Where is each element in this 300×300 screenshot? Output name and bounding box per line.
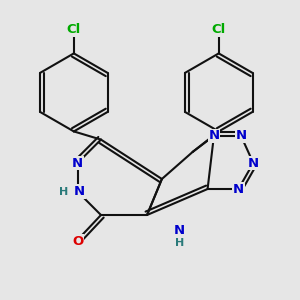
Text: Cl: Cl — [67, 23, 81, 36]
Text: Cl: Cl — [212, 23, 226, 36]
Text: N: N — [72, 157, 83, 169]
Text: N: N — [174, 224, 185, 237]
Text: N: N — [74, 185, 85, 198]
Text: N: N — [236, 129, 247, 142]
Text: N: N — [248, 157, 259, 169]
Text: N: N — [233, 182, 244, 196]
Text: H: H — [59, 187, 68, 196]
Text: N: N — [208, 129, 220, 142]
Text: O: O — [72, 235, 83, 248]
Text: H: H — [175, 238, 184, 248]
